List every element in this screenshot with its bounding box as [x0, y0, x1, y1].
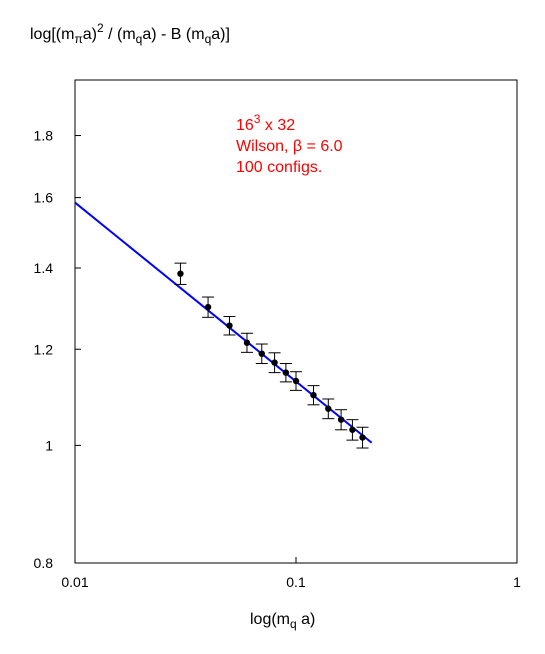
x-axis-ticks: 0.01 0.1 1: [61, 557, 521, 590]
y-tick-label: 0.8: [34, 555, 54, 571]
data-point: [310, 391, 317, 399]
x-tick-label: 0.01: [61, 574, 88, 590]
data-points-group: [174, 262, 369, 449]
x-tick-label: 0.1: [286, 574, 306, 590]
fit-line-group: [74, 201, 373, 444]
y-tick-label: 1.4: [34, 260, 54, 276]
y-axis-title: log[(mπa)2 / (mqa) - B (mqa)]: [30, 21, 230, 46]
data-point: [349, 426, 356, 433]
data-point: [243, 339, 251, 346]
data-point: [292, 377, 300, 385]
data-point: [177, 270, 184, 277]
y-axis-ticks: 0.8 1 1.2 1.4 1.6 1.8: [34, 128, 81, 571]
data-point: [258, 350, 265, 357]
annotation-action: Wilson, β = 6.0: [236, 138, 343, 155]
data-point: [226, 322, 233, 329]
data-point: [359, 434, 366, 441]
annotation-lattice-size: 163 x 32: [236, 112, 296, 134]
data-point: [271, 359, 278, 366]
x-tick-label: 1: [513, 574, 521, 590]
annotation-configs: 100 configs.: [236, 159, 323, 176]
y-tick-label: 1.8: [34, 128, 54, 144]
data-point: [204, 303, 212, 311]
data-point: [337, 416, 345, 423]
x-axis-title: log(mq a): [250, 611, 316, 631]
y-tick-label: 1.6: [34, 190, 54, 206]
fit-line: [74, 201, 373, 444]
data-point: [325, 405, 332, 412]
data-point: [282, 369, 290, 376]
y-tick-label: 1.2: [34, 341, 54, 357]
y-tick-label: 1: [45, 437, 53, 453]
